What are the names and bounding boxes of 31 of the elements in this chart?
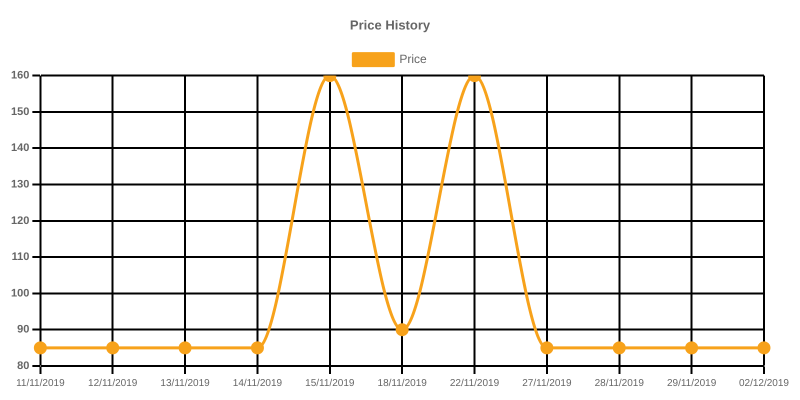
point	[250, 341, 264, 354]
point	[685, 341, 698, 354]
x-tick-label: 14/11/2019	[232, 378, 283, 389]
y-tick-label: 80	[17, 360, 30, 372]
x-tick-label: 22/11/2019	[450, 378, 500, 389]
legend-label: Price	[399, 52, 427, 66]
x-tick-label: 29/11/2019	[666, 378, 717, 389]
x-tick-label: 13/11/2019	[160, 378, 210, 389]
point	[612, 341, 626, 354]
x-tick-label: 11/11/2019	[16, 378, 66, 389]
x-tick-label: 12/11/2019	[88, 378, 138, 389]
point	[34, 341, 47, 354]
y-tick-label: 110	[12, 251, 30, 264]
y-tick-label: 120	[10, 214, 30, 227]
x-tick-label: 28/11/2019	[594, 378, 644, 389]
x-tick-label: 27/11/2019	[522, 378, 572, 389]
y-tick-label: 90	[17, 324, 30, 336]
y-tick-label: 150	[10, 106, 30, 118]
point	[178, 341, 192, 354]
x-tick-label: 18/11/2019	[378, 378, 428, 389]
point	[540, 341, 554, 354]
y-tick-label: 160	[10, 70, 30, 82]
y-tick-label: 100	[10, 287, 30, 300]
y-tick-label: 140	[10, 142, 30, 154]
chart-title: Price History	[350, 17, 431, 32]
point	[757, 341, 770, 354]
x-tick-label: 02/12/2019	[738, 378, 790, 389]
y-tick-label: 130	[10, 178, 30, 191]
point	[106, 341, 120, 354]
x-tick-label: 15/11/2019	[305, 378, 355, 389]
point	[396, 323, 409, 336]
